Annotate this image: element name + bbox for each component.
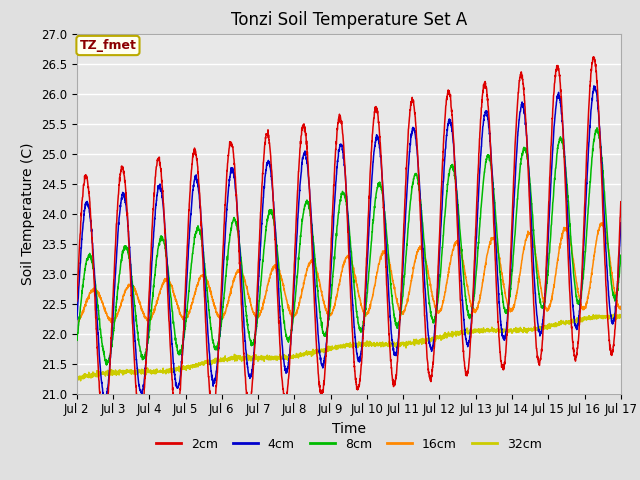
Legend: 2cm, 4cm, 8cm, 16cm, 32cm: 2cm, 4cm, 8cm, 16cm, 32cm	[151, 433, 547, 456]
Y-axis label: Soil Temperature (C): Soil Temperature (C)	[21, 143, 35, 285]
Title: Tonzi Soil Temperature Set A: Tonzi Soil Temperature Set A	[230, 11, 467, 29]
X-axis label: Time: Time	[332, 422, 366, 436]
Text: TZ_fmet: TZ_fmet	[79, 39, 136, 52]
